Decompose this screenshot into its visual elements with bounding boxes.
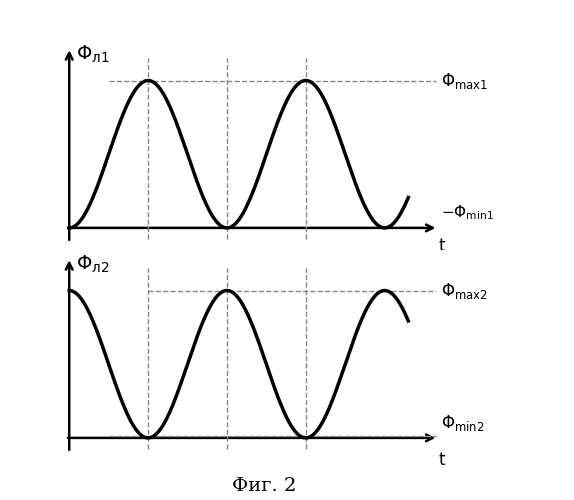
Text: t: t <box>438 451 445 469</box>
Text: $\it{\Phi}_{\text{л}1}$: $\it{\Phi}_{\text{л}1}$ <box>76 44 109 66</box>
Text: $\it{\Phi}_{\mathrm{max1}}$: $\it{\Phi}_{\mathrm{max1}}$ <box>441 70 488 90</box>
Text: $\it{\Phi}_{\text{л}2}$: $\it{\Phi}_{\text{л}2}$ <box>76 254 109 276</box>
Text: $-\it{\Phi}_{\mathrm{min1}}$: $-\it{\Phi}_{\mathrm{min1}}$ <box>441 204 494 222</box>
Text: $\it{\Phi}_{\mathrm{max2}}$: $\it{\Phi}_{\mathrm{max2}}$ <box>441 280 488 300</box>
Text: t: t <box>438 236 445 254</box>
Text: $\it{\Phi}_{\mathrm{min2}}$: $\it{\Phi}_{\mathrm{min2}}$ <box>441 414 485 434</box>
Text: Фиг. 2: Фиг. 2 <box>232 477 296 495</box>
